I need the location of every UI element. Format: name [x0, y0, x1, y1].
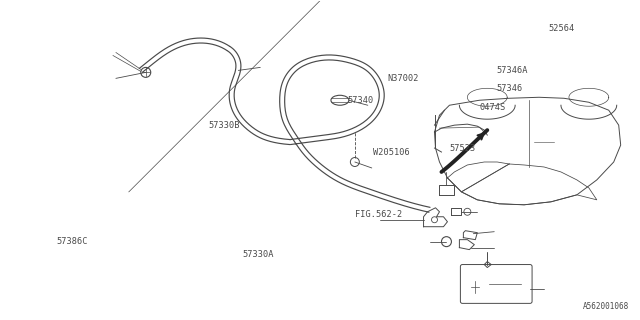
Text: 0474S: 0474S [479, 103, 506, 112]
FancyBboxPatch shape [460, 265, 532, 303]
Text: 57340: 57340 [348, 96, 374, 105]
Text: W205106: W205106 [372, 148, 410, 156]
Text: FIG.562-2: FIG.562-2 [355, 210, 402, 219]
Text: 57346A: 57346A [496, 66, 528, 75]
Text: 57330A: 57330A [243, 250, 274, 259]
Text: 57346: 57346 [496, 84, 522, 93]
Text: 57330B: 57330B [209, 121, 240, 130]
Text: 52564: 52564 [548, 24, 574, 33]
Text: 57523: 57523 [449, 144, 476, 153]
Text: A562001068: A562001068 [582, 302, 628, 311]
Text: N37002: N37002 [388, 74, 419, 83]
Text: 57386C: 57386C [56, 237, 88, 246]
